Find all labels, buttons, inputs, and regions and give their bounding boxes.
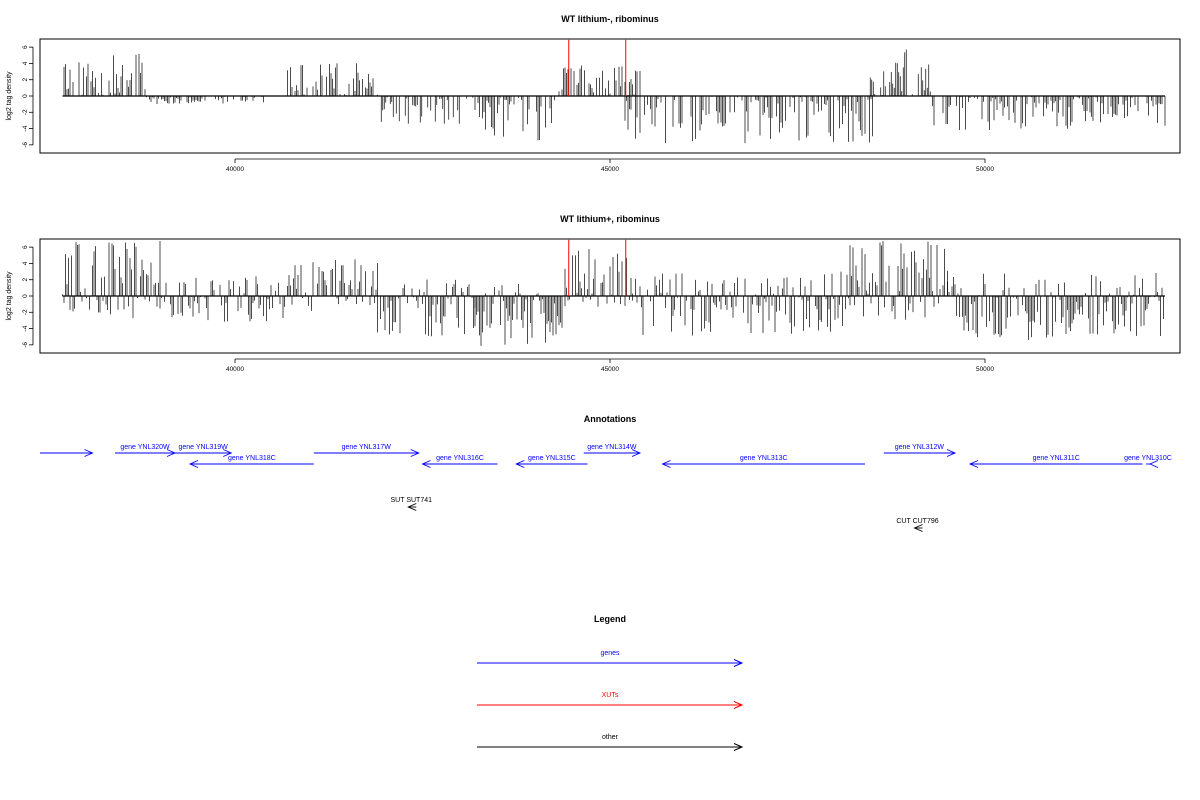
other-feature-arrow: SUT SUT741 [391,497,433,511]
gene-label: gene YNL316C [436,455,484,462]
gene-arrow: gene YNL312W [883,444,957,457]
y-tick-label: -4 [22,325,29,331]
legend-arrow-head [733,701,744,709]
gene-arrow: gene YNL318C [188,455,314,468]
panel-2-x-axis: 40000 45000 50000 [226,358,994,373]
gene-arrow: gene YNL310C [1124,455,1172,468]
gene-label: gene YNL313C [740,455,788,462]
panel-1-markers [568,39,627,96]
legend-label: XUTs [602,692,619,699]
legend-item-xuts: XUTs [477,692,744,709]
legend-item-other: other [477,734,744,751]
annotations-panel: Annotations gene YNL320W gene YNL319Wgene… [40,414,1172,532]
other-feature-arrow: CUT CUT796 [896,518,939,532]
gene-arrow: gene YNL320W [115,444,177,457]
legend-items: genes XUTs other [477,650,744,751]
legend-label: other [602,734,619,741]
other-features: SUT SUT741 CUT CUT796 [391,497,939,532]
panel-2-markers [568,239,627,296]
gene-arrow: gene YNL313C [661,455,865,468]
y-tick-label: 6 [22,45,29,49]
other-feature-label: CUT CUT796 [896,518,938,525]
gene-label: gene YNL320W [120,444,170,451]
panel-2-y-axis: 6 4 2 0 -2 -4 -6 [22,245,34,348]
gene-label: gene YNL319W [178,444,228,451]
y-tick-label: -2 [22,109,29,115]
panel-lithium-plus: WT lithium+, ribominus log2 tag density … [6,214,1181,373]
y-tick-label: -6 [22,142,29,148]
gene-arrow: gene YNL315C [515,455,588,468]
gene-label: gene YNL311C [1033,455,1080,462]
panel-1-bars [63,49,1166,144]
y-tick-label: -6 [22,342,29,348]
legend-title: Legend [594,614,626,624]
y-tick-label: 0 [22,294,29,298]
panel-lithium-minus: WT lithium-, ribominus log2 tag density … [6,14,1181,173]
x-tick-label: 40000 [226,366,244,373]
legend: Legend genes XUTs other [477,614,744,751]
x-tick-label: 40000 [226,166,244,173]
legend-item-genes: genes [477,650,744,667]
panel-1-y-axis: 6 4 2 0 -2 -4 -6 [22,45,34,148]
y-tick-label: 2 [22,278,29,282]
legend-label: genes [600,650,620,657]
x-tick-label: 45000 [601,366,619,373]
annotations-title: Annotations [584,414,637,424]
gene-arrow: gene YNL317W [313,444,420,457]
legend-arrow-head [733,659,744,667]
y-tick-label: 0 [22,94,29,98]
gene-arrow: gene YNL319W [175,444,233,457]
gene-label: gene YNL314W [587,444,637,451]
panel-2-y-axis-label: log2 tag density [6,271,13,321]
gene-arrow: gene YNL311C [968,455,1143,468]
x-tick-label: 50000 [976,166,994,173]
panel-1-x-axis: 40000 45000 50000 [226,158,994,173]
other-feature-label: SUT SUT741 [391,497,433,504]
gene-label: gene YNL317W [342,444,392,451]
gene-label: gene YNL310C [1124,455,1172,462]
y-tick-label: 6 [22,245,29,249]
y-tick-label: 4 [22,261,29,265]
y-tick-label: 4 [22,61,29,65]
panel-2-frame [39,238,1181,354]
gene-label: gene YNL318C [228,455,276,462]
panel-1-title: WT lithium-, ribominus [561,14,659,24]
y-tick-label: -4 [22,125,29,131]
panel-1-frame [39,38,1181,154]
y-tick-label: 2 [22,78,29,82]
x-tick-label: 50000 [976,366,994,373]
x-tick-label: 45000 [601,166,619,173]
legend-arrow-head [733,743,744,751]
gene-label: gene YNL315C [528,455,576,462]
gene-arrow: gene YNL316C [421,455,498,468]
y-tick-label: -2 [22,309,29,315]
panel-2-bars [62,240,1164,346]
gene-arrow: gene YNL314W [583,444,642,457]
gene-label: gene YNL312W [895,444,945,451]
gene-arrow [40,449,94,457]
panel-1-y-axis-label: log2 tag density [6,71,13,121]
panel-2-title: WT lithium+, ribominus [560,214,660,224]
